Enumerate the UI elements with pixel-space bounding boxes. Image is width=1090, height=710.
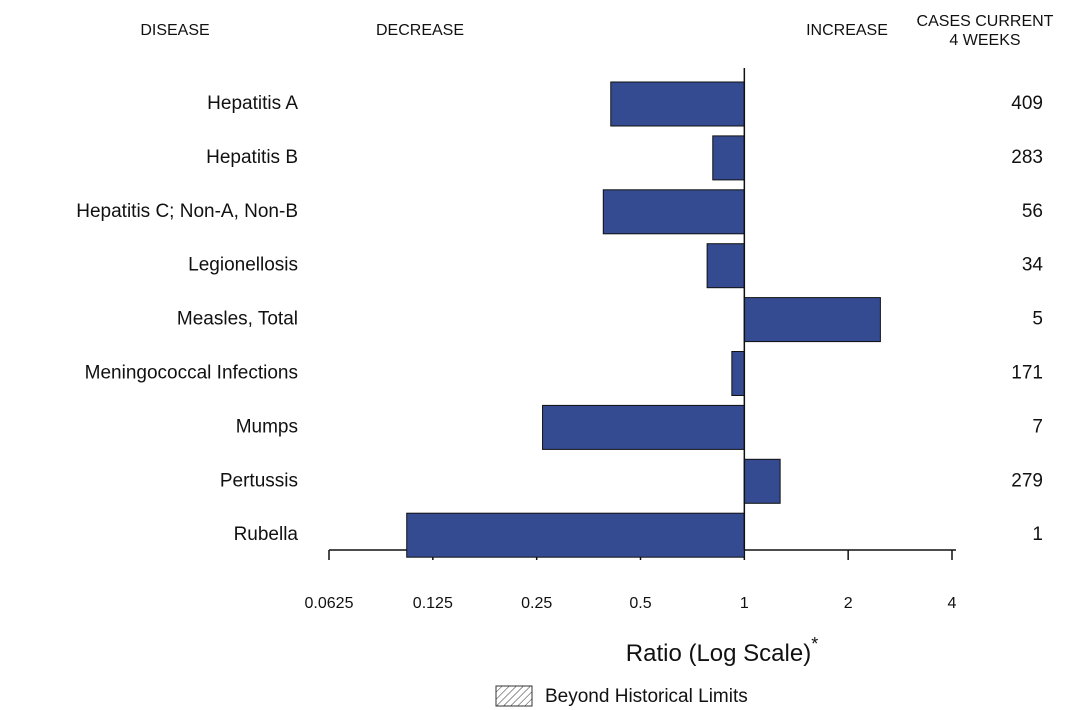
bar bbox=[712, 135, 745, 181]
category-label: Mumps bbox=[236, 416, 298, 437]
legend-label: Beyond Historical Limits bbox=[545, 686, 748, 707]
x-tick-label: 0.5 bbox=[629, 595, 651, 612]
cases-value: 171 bbox=[1011, 363, 1043, 384]
header-cases: CASES CURRENT bbox=[917, 13, 1054, 30]
header-decrease: DECREASE bbox=[376, 22, 464, 39]
x-tick-label: 0.25 bbox=[521, 595, 552, 612]
bar bbox=[743, 458, 781, 504]
cases-value: 34 bbox=[1022, 255, 1044, 276]
category-label: Hepatitis B bbox=[206, 147, 298, 168]
cases-value: 283 bbox=[1011, 147, 1043, 168]
category-label: Meningococcal Infections bbox=[85, 363, 298, 384]
category-label: Legionellosis bbox=[188, 255, 298, 276]
cases-value: 409 bbox=[1011, 93, 1043, 114]
category-label: Rubella bbox=[234, 524, 299, 545]
bar bbox=[731, 351, 745, 396]
header-disease: DISEASE bbox=[140, 22, 209, 39]
category-label: Pertussis bbox=[220, 470, 298, 491]
cases-value: 7 bbox=[1032, 416, 1043, 437]
x-tick-label: 0.0625 bbox=[305, 595, 354, 612]
bar bbox=[610, 81, 745, 127]
x-tick-label: 1 bbox=[740, 595, 749, 612]
cases-value: 5 bbox=[1032, 309, 1043, 330]
x-tick-label: 4 bbox=[948, 595, 957, 612]
cases-value: 279 bbox=[1011, 470, 1043, 491]
x-tick-label: 2 bbox=[844, 595, 853, 612]
bar bbox=[406, 512, 745, 558]
bar bbox=[542, 404, 745, 450]
category-label: Measles, Total bbox=[177, 309, 298, 330]
category-label: Hepatitis A bbox=[207, 93, 298, 114]
bar bbox=[743, 297, 881, 343]
category-label: Hepatitis C; Non-A, Non-B bbox=[76, 201, 298, 222]
x-axis-label-note: * bbox=[811, 634, 818, 654]
bar bbox=[706, 243, 745, 289]
cases-value: 56 bbox=[1022, 201, 1043, 222]
x-axis-label: Ratio (Log Scale)* bbox=[626, 634, 818, 668]
header-cases: 4 WEEKS bbox=[949, 32, 1020, 49]
x-tick-label: 0.125 bbox=[413, 595, 453, 612]
cases-value: 1 bbox=[1032, 524, 1043, 545]
bar bbox=[602, 189, 745, 235]
x-axis-label-text: Ratio (Log Scale) bbox=[626, 640, 811, 667]
header-increase: INCREASE bbox=[806, 22, 888, 39]
legend-swatch bbox=[495, 685, 533, 707]
